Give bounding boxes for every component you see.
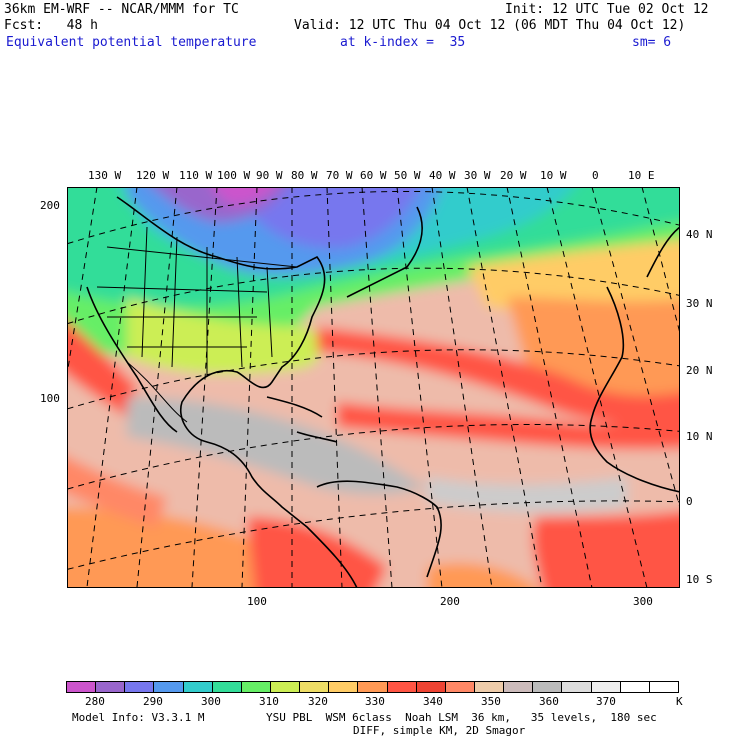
colorbar-swatch (96, 682, 126, 692)
colorbar-swatch (270, 682, 301, 692)
colorbar-swatch (649, 682, 678, 692)
colorbar-swatch (300, 682, 330, 692)
valid-time: Valid: 12 UTC Thu 04 Oct 12 (06 MDT Thu … (294, 18, 686, 33)
lon-label: 10 W (540, 169, 567, 182)
colorbar-label: 320 (308, 695, 328, 708)
colorbar-swatch (620, 682, 650, 692)
shaded-field (67, 187, 680, 588)
colorbar-swatch (154, 682, 184, 692)
colorbar-swatch (358, 682, 388, 692)
coastlines (86, 196, 680, 588)
colorbar-swatch (67, 682, 97, 692)
grid-y-label: 100 (40, 392, 60, 405)
lon-label: 40 W (429, 169, 456, 182)
diffusion-info: DIFF, simple KM, 2D Smagor (353, 724, 526, 737)
lat-label: 40 N (686, 228, 713, 241)
lon-label: 90 W (256, 169, 283, 182)
colorbar-swatch (241, 682, 271, 692)
lon-label: 30 W (464, 169, 491, 182)
lon-label: 130 W (88, 169, 122, 182)
colorbar-swatch (562, 682, 592, 692)
lon-label: 10 E (628, 169, 655, 182)
forecast-hour: Fcst: 48 h (4, 18, 98, 33)
colorbar (66, 681, 679, 693)
model-title: 36km EM-WRF -- NCAR/MMM for TC (4, 2, 239, 17)
lat-label: 30 N (686, 297, 713, 310)
colorbar-swatch (504, 682, 534, 692)
lon-label: 0 (592, 169, 599, 182)
lon-label: 70 W (326, 169, 353, 182)
colorbar-swatch (387, 682, 417, 692)
lat-label: 10 N (686, 430, 713, 443)
colorbar-swatch (533, 682, 563, 692)
lon-label: 20 W (500, 169, 527, 182)
grid-x-label: 100 (247, 595, 267, 608)
colorbar-label: 370 (596, 695, 616, 708)
colorbar-swatch (591, 682, 621, 692)
colorbar-swatch (212, 682, 242, 692)
physics-info: YSU PBL WSM 6class Noah LSM 36 km, 35 le… (266, 711, 657, 724)
grid-x-label: 300 (633, 595, 653, 608)
colorbar-swatch (329, 682, 359, 692)
colorbar-label: 280 (85, 695, 105, 708)
colorbar-label: 290 (143, 695, 163, 708)
grid-x-label: 200 (440, 595, 460, 608)
colorbar-swatch (416, 682, 446, 692)
model-info: Model Info: V3.3.1 M (72, 711, 205, 724)
colorbar-swatch (474, 682, 505, 692)
lon-label: 110 W (179, 169, 213, 182)
lon-label: 60 W (360, 169, 387, 182)
smoothing-info: sm= 6 (632, 35, 672, 50)
colorbar-label: 330 (365, 695, 385, 708)
lon-label: 50 W (394, 169, 421, 182)
lon-label: 80 W (291, 169, 318, 182)
lat-label: 0 (686, 495, 693, 508)
colorbar-swatch (183, 682, 213, 692)
colorbar-label: 340 (423, 695, 443, 708)
lon-label: 120 W (136, 169, 170, 182)
init-time: Init: 12 UTC Tue 02 Oct 12 (505, 2, 709, 17)
field-name: Equivalent potential temperature (6, 35, 257, 50)
level-info: at k-index = 35 (340, 35, 466, 50)
colorbar-swatch (125, 682, 155, 692)
colorbar-swatch (445, 682, 475, 692)
theta-e-map (67, 187, 680, 588)
colorbar-label: 360 (539, 695, 559, 708)
colorbar-label: 310 (259, 695, 279, 708)
colorbar-label: 350 (481, 695, 501, 708)
grid-y-label: 200 (40, 199, 60, 212)
graticule (67, 187, 680, 588)
lat-label: 20 N (686, 364, 713, 377)
colorbar-label: 300 (201, 695, 221, 708)
lon-label: 100 W (217, 169, 251, 182)
political-borders (96, 226, 298, 423)
colorbar-unit: K (676, 695, 683, 708)
lat-label: 10 S (686, 573, 713, 586)
